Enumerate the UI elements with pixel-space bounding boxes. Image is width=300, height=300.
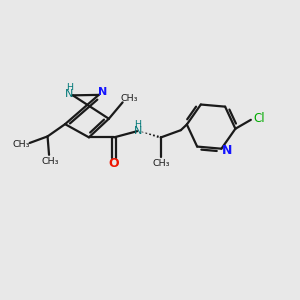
Text: O: O: [109, 157, 119, 170]
Text: H: H: [134, 120, 141, 129]
Text: N: N: [98, 87, 107, 97]
Text: N: N: [65, 89, 74, 100]
Text: CH₃: CH₃: [152, 159, 170, 168]
Text: CH₃: CH₃: [120, 94, 138, 103]
Text: H: H: [66, 83, 73, 92]
Text: CH₃: CH₃: [42, 158, 59, 166]
Text: Cl: Cl: [254, 112, 265, 124]
Text: N: N: [222, 144, 233, 157]
Text: CH₃: CH₃: [13, 140, 30, 149]
Text: N: N: [134, 126, 142, 136]
